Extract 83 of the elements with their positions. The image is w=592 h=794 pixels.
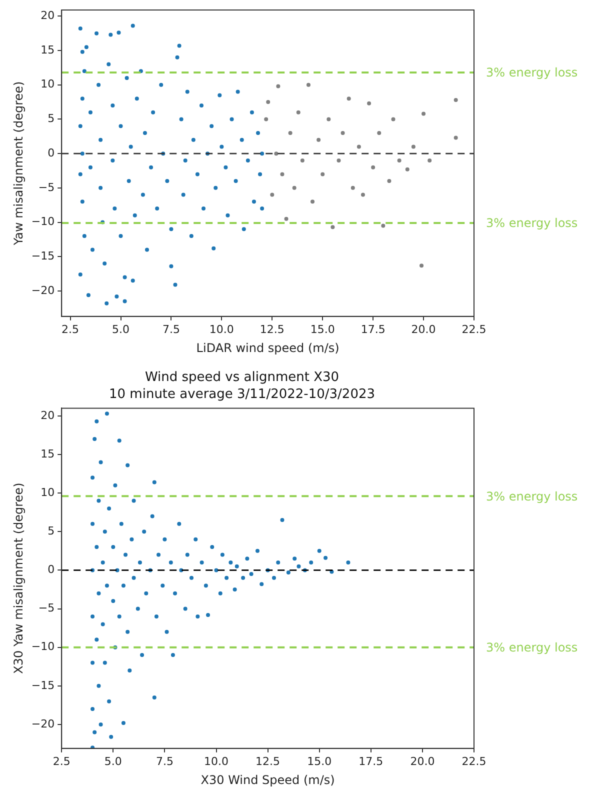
x-tick-label: 5.0: [104, 754, 122, 768]
y-tick-label: 0: [48, 563, 55, 576]
point: [454, 136, 458, 140]
point: [320, 172, 325, 176]
x-tick-label: 22.5: [462, 754, 486, 768]
ref-line-label: 3% energy loss: [486, 66, 578, 80]
x-tick-label: 20.0: [410, 754, 435, 768]
x-tick-label: 15.0: [307, 754, 332, 768]
y-tick-label: −15: [31, 678, 55, 692]
x-tick-label: 7.5: [156, 754, 174, 768]
y-tick-label: 10: [40, 486, 55, 499]
y-tick-label: 5: [48, 112, 55, 126]
point: [428, 158, 432, 162]
y-axis-title: Yaw misalignment (degree): [11, 81, 26, 246]
x-tick-label: 17.5: [360, 322, 386, 336]
point: [360, 192, 365, 197]
point: [270, 192, 274, 197]
point: [288, 130, 292, 135]
ref-line-label: 3% energy loss: [486, 489, 578, 504]
point: [454, 98, 458, 102]
x-tick-label: 12.5: [256, 754, 280, 768]
x-tick-label: 5.0: [112, 322, 130, 336]
y-tick-label: 5: [48, 524, 55, 538]
y-tick-label: 10: [40, 78, 55, 91]
point: [350, 186, 355, 190]
point: [306, 82, 310, 87]
x-tick-label: 20.0: [411, 322, 436, 336]
y-axis-title: X30 Yaw misalignment (degree): [11, 482, 26, 674]
ref-line-label: 3% energy loss: [486, 640, 578, 654]
y-tick-label: −20: [31, 717, 55, 730]
point: [367, 101, 372, 106]
chart-title: Wind speed vs alignment X30: [144, 370, 340, 386]
y-tick-label: 20: [40, 408, 55, 422]
point: [280, 172, 284, 176]
y-tick-label: 15: [40, 447, 55, 460]
y-tick-label: −10: [31, 215, 55, 228]
point: [316, 138, 321, 142]
point: [300, 158, 304, 162]
y-tick-label: 20: [40, 9, 55, 22]
point: [397, 158, 402, 162]
point: [326, 117, 331, 122]
x-tick-label: 12.5: [260, 322, 284, 336]
x-tick-label: 17.5: [358, 754, 384, 768]
x-tick-label: 15.0: [310, 322, 335, 336]
point: [420, 264, 424, 268]
point: [276, 84, 280, 88]
y-tick-label: −5: [38, 180, 55, 194]
y-tick-label: −15: [31, 249, 55, 262]
x-tick-label: 10.0: [209, 322, 234, 336]
chart-subtitle: 10 minute average 3/11/2022-10/3/2023: [108, 386, 376, 402]
y-tick-label: 0: [48, 146, 55, 160]
x-tick-label: 10.0: [204, 754, 229, 768]
point: [422, 112, 426, 116]
point: [336, 158, 341, 162]
x-axis-title: LiDAR wind speed (m/s): [196, 340, 340, 355]
point: [391, 117, 396, 122]
ref-line-label: 3% energy loss: [486, 216, 578, 230]
point: [340, 130, 345, 135]
point: [346, 96, 351, 101]
point: [405, 167, 410, 172]
x-tick-label: 7.5: [162, 322, 180, 336]
point: [310, 200, 315, 204]
x-axis-title: X30 Wind Speed (m/s): [200, 772, 335, 787]
point: [264, 117, 268, 122]
point: [371, 165, 376, 170]
y-tick-label: −20: [31, 284, 55, 297]
point: [266, 100, 270, 104]
point: [377, 130, 382, 135]
point: [356, 144, 361, 149]
point: [330, 225, 335, 230]
y-tick-label: −10: [31, 640, 55, 654]
point: [381, 224, 386, 228]
x-tick-label: 2.5: [62, 322, 80, 336]
y-tick-label: −5: [38, 602, 55, 615]
point: [274, 152, 278, 156]
point: [411, 144, 416, 149]
y-tick-label: 15: [40, 43, 55, 56]
point: [296, 110, 300, 114]
x-tick-label: 22.5: [462, 322, 486, 336]
point: [292, 186, 296, 190]
x-tick-label: 2.5: [52, 754, 70, 768]
point: [387, 179, 392, 184]
point: [284, 216, 288, 221]
